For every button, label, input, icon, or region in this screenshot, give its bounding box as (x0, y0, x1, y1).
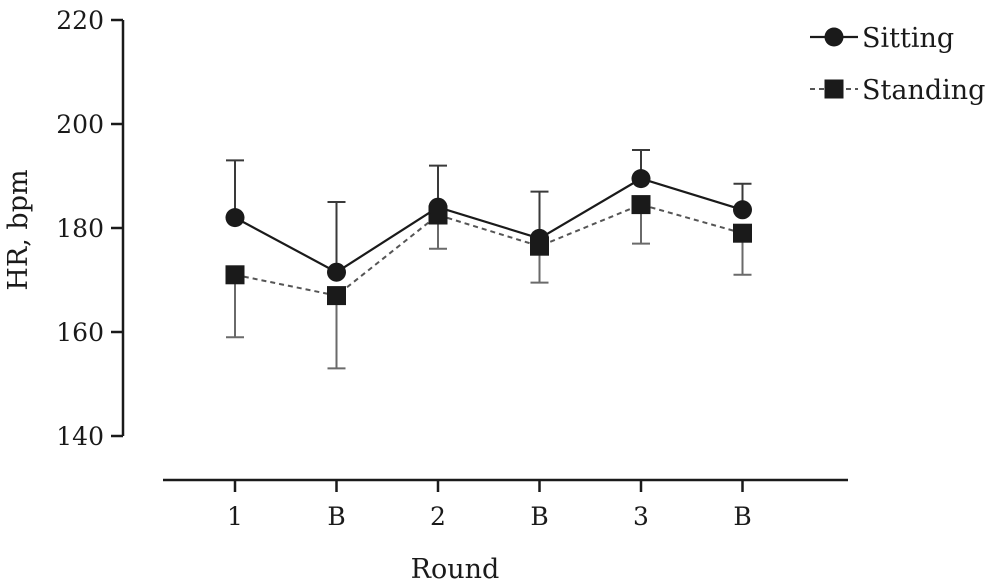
data-point (327, 286, 346, 306)
data-point (530, 228, 549, 248)
legend-label: Standing (862, 75, 985, 106)
x-tick-label: B (530, 502, 548, 531)
legend-label: Sitting (862, 23, 954, 54)
series-sitting (225, 149, 752, 282)
data-point (428, 197, 448, 217)
data-point (733, 200, 752, 220)
legend-marker (824, 27, 844, 47)
data-point (631, 169, 651, 189)
y-tick-label: 180 (56, 214, 104, 243)
legend-item-sitting: Sitting (810, 23, 954, 54)
x-tick-label: 3 (633, 502, 649, 531)
x-tick-label: B (327, 502, 345, 531)
y-axis: 140 160 180 200 220 (56, 6, 125, 451)
legend: Sitting Standing (810, 23, 985, 106)
x-tick-label: B (733, 502, 751, 531)
x-tick-label: 2 (430, 502, 446, 531)
data-point (327, 262, 346, 282)
legend-marker (824, 79, 844, 99)
series-line (234, 177, 743, 274)
data-point (733, 223, 752, 243)
y-tick-label: 220 (56, 6, 104, 35)
plot-area (225, 149, 752, 370)
error-bar (327, 294, 346, 370)
series-line (234, 203, 743, 297)
legend-item-standing: Standing (810, 75, 985, 106)
y-tick-label: 160 (56, 318, 104, 347)
series-standing (225, 195, 752, 370)
x-tick-label: 1 (227, 502, 243, 531)
x-axis-title: Round (411, 554, 500, 585)
y-tick-label: 200 (56, 110, 104, 139)
y-tick-label: 140 (56, 422, 104, 451)
data-point (631, 195, 651, 215)
data-point (225, 265, 245, 285)
y-axis-title: HR, bpm (3, 169, 34, 290)
x-axis: 1 B 2 B 3 B (163, 478, 848, 531)
data-point (225, 208, 245, 228)
error-bar (327, 201, 346, 274)
